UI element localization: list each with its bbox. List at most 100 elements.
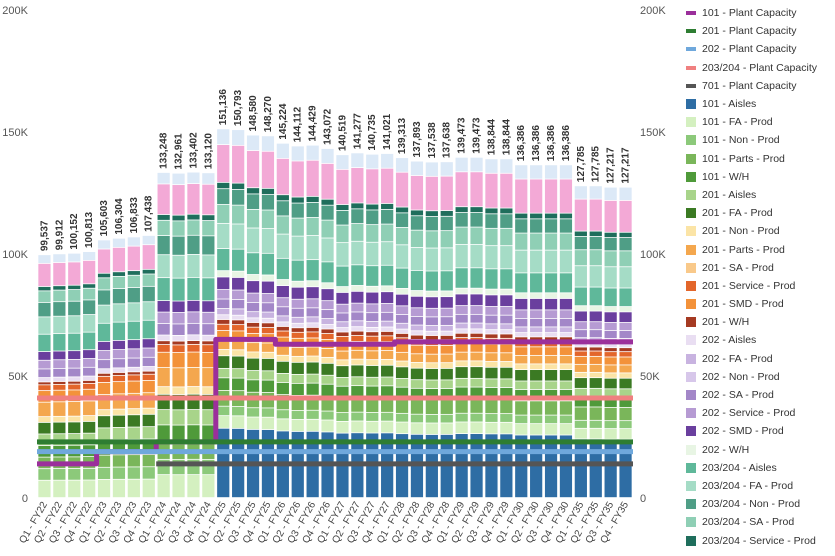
bar-segment (604, 348, 617, 352)
bar-segment (97, 360, 111, 369)
bar-segment (276, 307, 289, 316)
bar-segment (589, 428, 602, 439)
bar-segment (559, 364, 573, 370)
bar-segment (455, 172, 468, 207)
legend-item[interactable]: 202 - FA - Prod (686, 350, 835, 368)
bar-segment (187, 214, 200, 220)
legend-item[interactable]: 202 - Aisles (686, 331, 835, 349)
bar-segment (544, 219, 558, 233)
bar-segment (515, 273, 528, 293)
legend-item[interactable]: 201 - SA - Prod (686, 259, 835, 277)
bar-segment (336, 266, 349, 287)
bar-segment (589, 306, 602, 311)
bar-segment (291, 308, 304, 317)
legend-swatch (686, 47, 696, 52)
bar-segment (500, 399, 513, 414)
bar-segment (381, 336, 394, 342)
bar-segment (604, 238, 617, 251)
bar-segment (455, 352, 468, 361)
bar-segment (470, 227, 483, 245)
legend-item[interactable]: 101 - FA - Prod (686, 113, 835, 131)
bar-segment (366, 386, 379, 398)
bar-segment (559, 179, 573, 213)
legend-item[interactable]: 101 - W/H (686, 168, 835, 186)
legend-item[interactable]: 202 - Non - Prod (686, 368, 835, 386)
bar-segment (217, 189, 230, 205)
bar-segment (470, 367, 483, 378)
bar-segment (38, 360, 51, 369)
legend-item[interactable]: 201 - SMD - Prod (686, 295, 835, 313)
bar-segment (604, 200, 617, 232)
bar-segment (53, 368, 66, 377)
legend-item[interactable]: 101 - Aisles (686, 95, 835, 113)
legend-item[interactable]: 201 - W/H (686, 313, 835, 331)
bar-segment (425, 317, 438, 326)
legend-item[interactable]: 202 - Service - Prod (686, 404, 835, 422)
legend-item[interactable]: 201 - Service - Prod (686, 277, 835, 295)
legend-swatch (686, 83, 696, 88)
bar-segment (276, 373, 289, 383)
legend-item[interactable]: 201 - Aisles (686, 186, 835, 204)
bar-segment (202, 324, 215, 335)
legend-item[interactable]: 202 - W/H (686, 441, 835, 459)
bar-segment (246, 253, 260, 275)
legend-item[interactable]: 101 - Parts - Prod (686, 150, 835, 168)
bar-segment (544, 179, 558, 213)
bar-segment (53, 290, 66, 302)
bar-segment (97, 341, 111, 351)
legend-item[interactable]: 202 - SA - Prod (686, 386, 835, 404)
bar-segment (38, 302, 51, 317)
bar-segment (142, 269, 155, 274)
bar-segment (187, 323, 200, 335)
bar-segment (112, 322, 126, 341)
bar-segment (83, 300, 96, 315)
bar-segment (157, 475, 170, 498)
bar-segment (619, 232, 632, 238)
legend-item[interactable]: 203/204 - SA - Prod (686, 513, 835, 531)
legend-item[interactable]: 101 - Plant Capacity (686, 4, 835, 22)
bar-segment (68, 262, 81, 285)
bar-segment (306, 308, 319, 317)
bar-segment (232, 356, 245, 369)
bar-segment (351, 321, 364, 327)
bar-segment (127, 275, 140, 288)
bar-segment (321, 205, 334, 220)
bar-segment (500, 361, 513, 367)
legend-swatch (686, 480, 696, 491)
bar-segment (68, 422, 81, 434)
bar-segment (381, 350, 394, 359)
bar-segment (232, 369, 245, 378)
legend-item[interactable]: 101 - Non - Prod (686, 131, 835, 149)
legend-item[interactable]: 203/204 - FA - Prod (686, 477, 835, 495)
bar-segment (500, 387, 513, 399)
bar-segment (530, 389, 543, 401)
bar-segment (619, 352, 632, 357)
bar-segment (440, 325, 453, 331)
bar-segment (485, 315, 498, 324)
bar-segment (127, 287, 140, 303)
bar-segment (38, 317, 51, 334)
legend-item[interactable]: 201 - Parts - Prod (686, 240, 835, 258)
legend-label: 203/204 - Plant Capacity (702, 61, 817, 74)
legend-swatch (686, 189, 696, 200)
bar-segment (68, 316, 81, 333)
legend-item[interactable]: 201 - Non - Prod (686, 222, 835, 240)
legend-item[interactable]: 203/204 - Service - Prod (686, 531, 835, 549)
legend-item[interactable]: 203/204 - Plant Capacity (686, 59, 835, 77)
legend-item[interactable]: 201 - Plant Capacity (686, 22, 835, 40)
legend-item[interactable]: 203/204 - Non - Prod (686, 495, 835, 513)
bar-segment (127, 271, 140, 275)
legend-item[interactable]: 201 - FA - Prod (686, 204, 835, 222)
bar-segment (321, 324, 334, 329)
bar-segment (112, 272, 126, 276)
legend-item[interactable]: 701 - Plant Capacity (686, 77, 835, 95)
bar-segment (321, 238, 334, 262)
bar-segment (470, 387, 483, 399)
legend-item[interactable]: 203/204 - Aisles (686, 459, 835, 477)
bar-segment (381, 386, 394, 398)
legend-item[interactable]: 202 - Plant Capacity (686, 40, 835, 58)
bar-segment (187, 335, 200, 341)
legend-item[interactable]: 202 - SMD - Prod (686, 422, 835, 440)
bar-segment (515, 401, 528, 415)
bar-segment (500, 315, 513, 324)
